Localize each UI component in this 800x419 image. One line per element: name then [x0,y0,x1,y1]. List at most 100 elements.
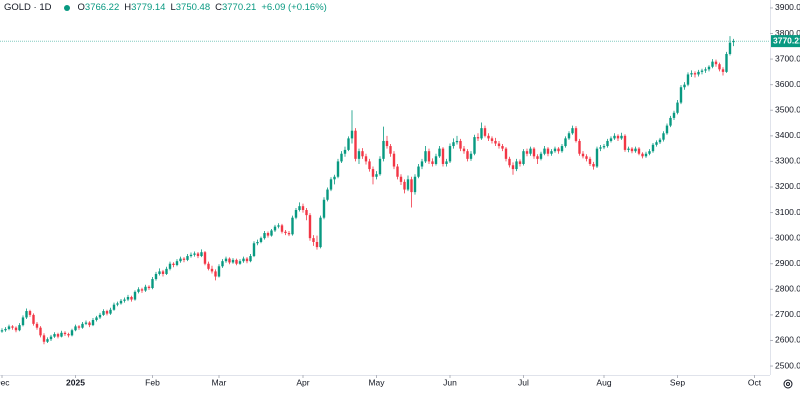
candle-body [375,174,378,177]
candle-body [60,332,63,337]
candle-body [322,199,326,218]
candle-body [658,139,662,143]
candle-body [102,311,105,315]
candle-body [648,151,651,154]
candle-body [637,148,641,154]
candle-body [613,135,616,139]
candle-body [662,133,665,140]
candle-body [392,153,396,167]
candle-body [249,256,252,262]
candle-body [189,254,193,257]
candle-body [305,210,308,216]
candle-body [501,146,504,149]
candle-body [578,140,581,154]
candle-body [399,176,403,182]
candle-body [382,140,385,159]
candle-body [434,156,438,164]
candle-body [609,138,613,141]
candle-body [53,334,56,337]
candle-body [70,330,74,336]
y-tick-label: 3200.00 [775,181,800,191]
ohlc-value: 3766.22 [84,2,120,13]
candle-body [266,233,270,236]
candle-body [217,266,221,277]
candle-body [732,41,735,43]
candle-body [508,158,511,166]
candle-body [396,166,399,177]
candle-body [333,176,336,180]
candle-body [252,243,256,257]
y-tick-label: 3800.00 [775,28,800,38]
candle-body [42,335,46,342]
ohlc-label: O [77,2,85,13]
candle-body [420,161,424,167]
candle-body [515,161,518,170]
x-tick-label: Jun [443,377,457,387]
candle-body [347,138,350,150]
symbol-title[interactable]: GOLD · 1D [4,2,52,13]
candle-body [364,156,368,162]
candle-body [490,138,494,141]
candle-body [4,328,7,331]
candle-body [21,317,25,326]
candle-body [417,166,420,177]
candle-body [529,148,532,154]
candle-body [690,73,693,75]
settings-gear[interactable] [783,379,793,389]
candle-body [697,71,700,75]
candle-body [28,311,32,315]
candle-body [466,151,469,159]
change-label: +6.09 (+0.16%) [261,2,327,13]
candle-body [483,128,487,136]
candle-body [504,148,508,159]
candle-body [67,334,70,336]
candle-body [273,226,277,231]
candle-body [291,217,294,235]
candle-body [441,148,445,164]
candle-body [620,135,623,139]
y-tick-label: 3500.00 [775,104,800,114]
y-tick-label: 3700.00 [775,53,800,63]
candle-body [368,161,371,170]
candle-body [172,263,175,266]
candle-body [207,263,210,269]
candle-body [522,151,525,164]
settings-icon[interactable] [783,379,793,389]
candle-body [445,161,448,164]
candle-body [84,322,88,324]
candle-body [623,135,627,150]
ohlc-value: 3779.14 [131,2,166,13]
candle-body [158,271,161,274]
candle-body [718,64,721,70]
candle-body [284,231,287,234]
candle-body [14,327,18,331]
candle-body [256,241,259,244]
candle-body [144,286,147,291]
candle-body [707,66,711,70]
candle-body [95,317,98,321]
candle-body [525,151,529,154]
candle-body [77,326,81,328]
candle-body [182,258,186,260]
candle-body [270,230,273,236]
settings-center[interactable] [786,382,790,386]
candle-body [704,69,707,71]
candle-body [714,61,718,65]
y-tick-label: 2500.00 [775,360,800,370]
candle-body [98,314,102,318]
candle-body [161,271,165,274]
candle-body [287,233,291,235]
candle-body [581,153,585,157]
candle-body [588,158,592,164]
candle-body [494,140,497,144]
candle-body [235,259,238,264]
candle-body [448,146,452,162]
candle-body [35,323,39,328]
candle-body [105,311,109,314]
candle-body [693,73,697,75]
candle-body [679,87,683,103]
candle-body [228,258,231,263]
candle-body [46,339,49,342]
candle-body [200,252,203,257]
y-tick-label: 3100.00 [775,207,800,217]
